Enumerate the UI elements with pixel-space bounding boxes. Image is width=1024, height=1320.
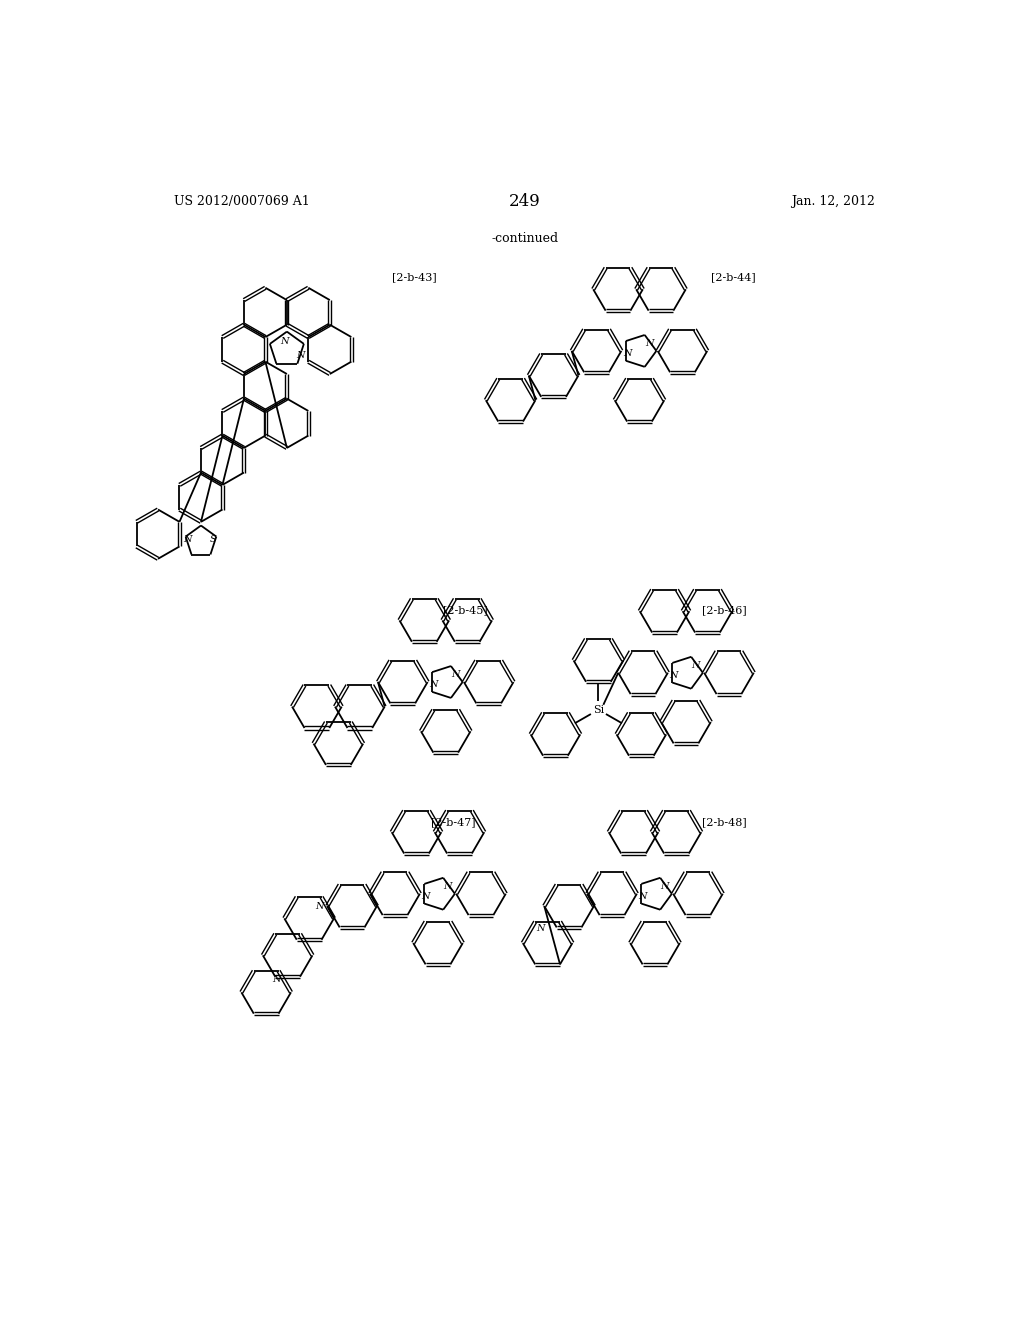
Text: Si: Si [593, 705, 604, 714]
Text: [2-b-48]: [2-b-48] [702, 817, 748, 826]
Text: N: N [429, 680, 437, 689]
Text: N: N [421, 892, 430, 900]
Text: [2-b-46]: [2-b-46] [702, 605, 748, 615]
Text: N: N [314, 902, 324, 911]
Text: US 2012/0007069 A1: US 2012/0007069 A1 [174, 195, 310, 209]
Text: [2-b-47]: [2-b-47] [431, 817, 476, 826]
Text: 249: 249 [509, 193, 541, 210]
Text: Jan. 12, 2012: Jan. 12, 2012 [792, 195, 876, 209]
Text: N: N [452, 671, 460, 678]
Text: N: N [638, 892, 647, 900]
Text: N: N [660, 882, 669, 891]
Text: [2-b-44]: [2-b-44] [711, 272, 756, 282]
Text: N: N [691, 661, 700, 669]
Text: N: N [623, 348, 632, 358]
Text: N: N [183, 535, 191, 544]
Text: N: N [281, 338, 289, 346]
Text: N: N [296, 351, 305, 360]
Text: N: N [670, 671, 678, 680]
Text: N: N [645, 339, 653, 348]
Text: N: N [271, 975, 281, 985]
Text: -continued: -continued [492, 231, 558, 244]
Text: N: N [443, 882, 453, 891]
Text: S: S [210, 535, 217, 544]
Text: [2-b-45]: [2-b-45] [442, 605, 487, 615]
Text: N: N [536, 924, 545, 933]
Text: [2-b-43]: [2-b-43] [392, 272, 437, 282]
